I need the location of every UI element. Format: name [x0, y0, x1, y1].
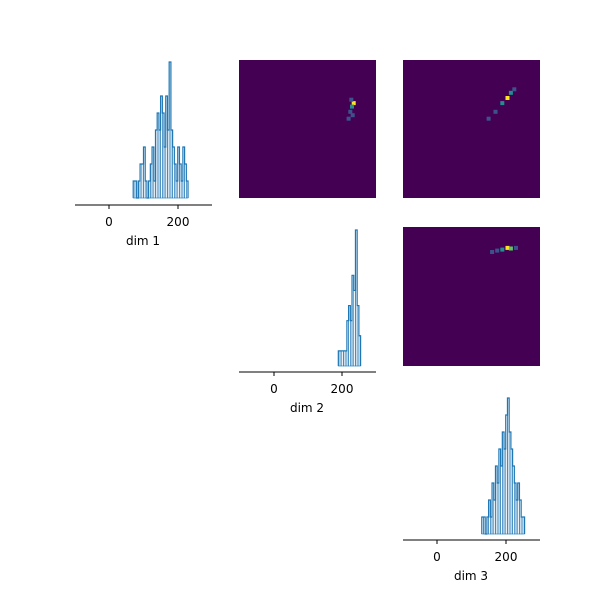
- heatmap-background: [403, 227, 540, 366]
- histogram-bin: [186, 180, 189, 199]
- heatmap-cell: [500, 101, 505, 106]
- histogram-bin: [522, 516, 525, 535]
- heatmap-cell: [495, 248, 500, 253]
- heatmap-background: [239, 60, 376, 198]
- heatmap-cell: [351, 101, 356, 106]
- x-tick-label: 0: [105, 215, 113, 229]
- x-axis-label: dim 1: [126, 234, 160, 248]
- x-axis-label: dim 3: [454, 569, 488, 583]
- heatmap-cell: [490, 250, 495, 254]
- heatmap-cell: [500, 247, 505, 252]
- x-tick-label: 200: [167, 215, 190, 229]
- heatmap-cell: [512, 87, 517, 92]
- heatmap-cell: [493, 109, 498, 114]
- heatmap-dim1-dim3: [403, 60, 540, 198]
- x-tick-label: 200: [495, 550, 518, 564]
- histogram-bars: [132, 61, 189, 199]
- histogram-dim-1: 0 200 dim 1: [75, 61, 212, 248]
- heatmap-cells: [486, 87, 517, 121]
- x-tick-label: 200: [331, 382, 354, 396]
- heatmap-cell: [349, 97, 354, 102]
- heatmap-cell: [514, 245, 518, 250]
- histogram-bin: [355, 229, 358, 367]
- histogram-bin: [144, 180, 148, 199]
- x-tick-label: 0: [270, 382, 278, 396]
- heatmap-dim1-dim2: [239, 60, 376, 198]
- histogram-bin: [134, 180, 137, 199]
- heatmap-cell: [348, 109, 353, 114]
- x-tick-label: 0: [433, 550, 441, 564]
- heatmap-cell: [508, 246, 513, 251]
- heatmap-dim2-dim3: [403, 227, 540, 366]
- histogram-dim-2: 0 200 dim 2: [239, 229, 376, 415]
- heatmap-cell: [486, 116, 491, 121]
- heatmap-cell: [350, 104, 354, 109]
- histogram-bin: [358, 335, 361, 367]
- heatmap-cell: [350, 113, 355, 118]
- histogram-bars: [337, 229, 362, 367]
- heatmap-cells: [346, 97, 356, 121]
- histogram-bars: [481, 397, 526, 535]
- histogram-bin: [151, 146, 155, 199]
- heatmap-cells: [490, 245, 518, 254]
- heatmap-background: [403, 60, 540, 198]
- histogram-bin: [483, 516, 486, 535]
- heatmap-cell: [505, 96, 510, 100]
- heatmap-cell: [346, 116, 351, 121]
- histogram-dim-3: 0 200 dim 3: [403, 397, 540, 583]
- histogram-bin: [143, 146, 146, 199]
- heatmap-cell: [508, 90, 513, 95]
- x-axis-label: dim 2: [290, 401, 324, 415]
- heatmap-cell: [505, 245, 510, 250]
- histogram-step-line: [481, 397, 526, 535]
